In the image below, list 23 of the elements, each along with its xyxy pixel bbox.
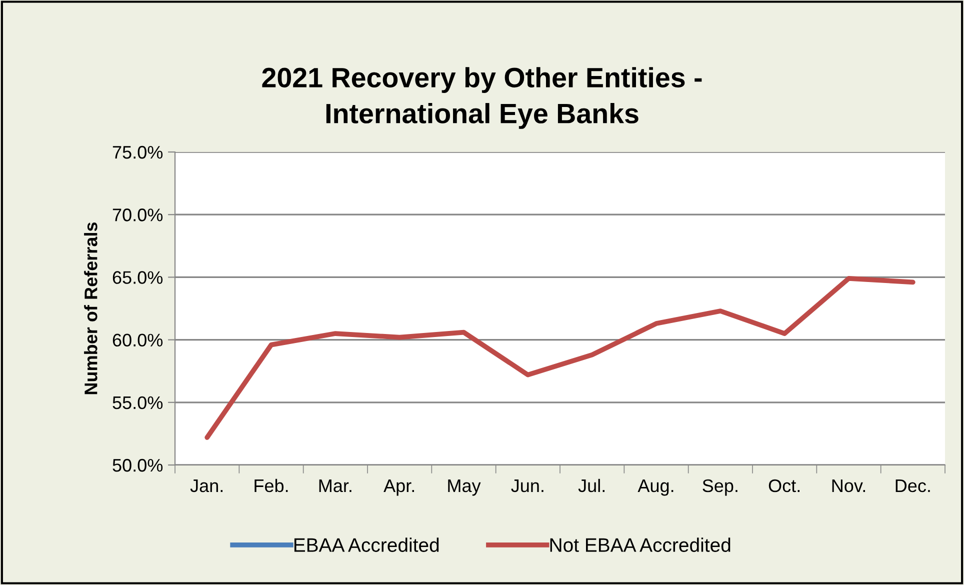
chart-title: 2021 Recovery by Other Entities - International Eye Banks [262, 67, 702, 129]
x-tick-label: Oct. [768, 479, 800, 492]
y-tick-label: 55.0% [112, 396, 163, 410]
y-tick-label: 50.0% [112, 458, 163, 472]
x-tick-label: Apr. [384, 480, 414, 496]
y-tick-label: 60.0% [112, 334, 163, 347]
x-tick-label: Nov. [832, 480, 865, 492]
y-tick-label: 75.0% [112, 146, 163, 159]
x-tick-label: Dec. [896, 480, 930, 492]
y-axis-title: Number of Referrals [84, 222, 98, 394]
x-tick-label: Jul. [578, 478, 604, 492]
x-tick-label: Jun. [511, 480, 544, 492]
legend-label: Not EBAA Accredited [550, 538, 730, 552]
y-tick-label: 65.0% [112, 271, 163, 284]
line-series [204, 276, 916, 440]
y-tick-label: 70.0% [112, 208, 163, 222]
x-tick-label: May [448, 480, 481, 496]
legend-label: EBAA Accredited [294, 538, 439, 552]
x-tick-label: Jan. [190, 480, 222, 492]
x-tick-label: Mar. [319, 480, 352, 492]
x-tick-label: Sep. [702, 479, 738, 496]
x-tick-label: Aug. [638, 480, 674, 496]
x-tick-label: Feb. [254, 478, 288, 492]
